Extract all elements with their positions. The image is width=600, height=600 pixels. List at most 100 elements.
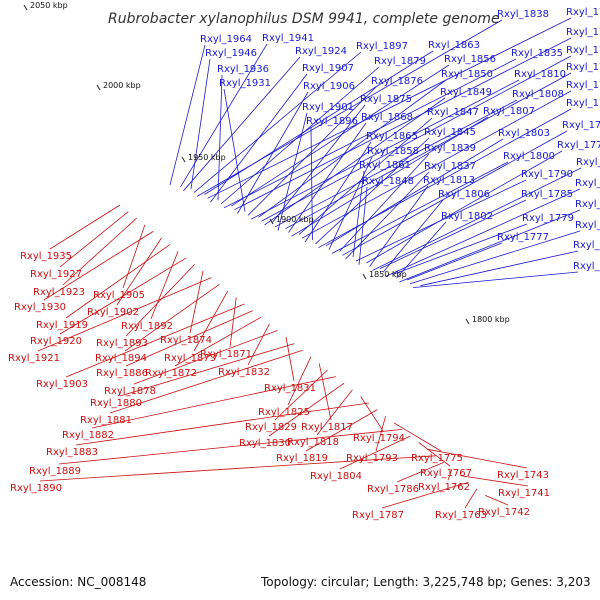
gene-label-reverse: Rxyl_1892 (121, 321, 173, 332)
gene-label-forward: Rxyl_1931 (219, 78, 271, 89)
label-connector (375, 416, 386, 452)
kbp-tick-mark (269, 218, 274, 225)
label-connector (396, 462, 444, 483)
gene-label-forward: Rxyl_1780 (566, 98, 600, 109)
gene-label-reverse: Rxyl_1831 (264, 383, 316, 394)
label-connector (247, 86, 377, 216)
label-connector (217, 74, 223, 201)
gene-label-reverse: Rxyl_1893 (96, 338, 148, 349)
label-connector (183, 56, 301, 191)
gene-label-forward: Rxyl_1946 (205, 48, 257, 59)
topology-text: Topology: circular; Length: 3,225,748 bp… (260, 575, 591, 589)
kbp-tick-mark (23, 4, 28, 11)
gene-label-forward: Rxyl_1858 (367, 146, 419, 157)
label-connector (133, 330, 278, 385)
label-connector (65, 244, 171, 319)
gene-label-reverse: Rxyl_1880 (90, 398, 142, 409)
gene-label-reverse: Rxyl_1832 (218, 367, 270, 378)
gene-label-reverse: Rxyl_1762 (418, 482, 470, 493)
label-connector (366, 150, 563, 264)
gene-label-forward: Rxyl_1778 (562, 120, 600, 131)
gene-label-reverse: Rxyl_1825 (258, 407, 310, 418)
gene-label-forward: Rxyl_1847 (427, 107, 479, 118)
gene-label-forward: Rxyl_1806 (438, 189, 490, 200)
label-connector (37, 277, 212, 352)
gene-label-forward: Rxyl_1861 (359, 160, 411, 171)
gene-label-forward: Rxyl_1897 (356, 41, 408, 52)
label-connector (264, 97, 446, 226)
kbp-tick-label: 1850 kbp (369, 270, 407, 279)
gene-label-reverse: Rxyl_1830 (239, 438, 291, 449)
gene-label-forward: Rxyl_1837 (424, 161, 476, 172)
kbp-tick-mark (465, 318, 470, 325)
gene-label-forward: Rxyl_1907 (302, 63, 354, 74)
gene-label-reverse: Rxyl_1905 (93, 290, 145, 301)
label-connector (447, 468, 453, 481)
label-connector (396, 221, 447, 279)
label-connector (75, 402, 370, 446)
label-connector (409, 230, 581, 285)
gene-label-forward: Rxyl_1813 (423, 175, 475, 186)
label-connector (125, 264, 195, 337)
gene-label-reverse: Rxyl_1881 (80, 415, 132, 426)
label-connector (193, 51, 362, 193)
label-connector (39, 455, 436, 482)
gene-label-forward: Rxyl_1758 (575, 178, 600, 189)
label-connector (237, 91, 309, 214)
gene-label-forward: Rxyl_1849 (440, 87, 492, 98)
label-connector (305, 409, 378, 452)
label-connector-lines (37, 17, 582, 509)
label-connector (190, 58, 211, 189)
label-connector (464, 488, 478, 509)
gene-label-forward: Rxyl_1875 (360, 94, 412, 105)
gene-label-reverse: Rxyl_1894 (95, 353, 147, 364)
label-connector (196, 19, 503, 197)
label-connector (109, 349, 303, 414)
gene-label-reverse: Rxyl_1818 (287, 437, 339, 448)
label-connector (318, 108, 572, 249)
label-connector (379, 199, 527, 269)
label-connector (223, 88, 246, 212)
label-connector (258, 79, 447, 218)
gene-label-forward: Rxyl_1800 (503, 151, 555, 162)
label-connector (43, 231, 154, 301)
gene-label-forward: Rxyl_1838 (497, 9, 549, 20)
label-connector (150, 251, 179, 320)
gene-label-forward: Rxyl_1745 (573, 240, 600, 251)
label-connector (58, 429, 403, 465)
kbp-tick-mark (181, 156, 186, 163)
gene-label-forward: Rxyl_1803 (498, 128, 550, 139)
label-connector (207, 17, 572, 199)
gene-label-reverse: Rxyl_1886 (96, 368, 148, 379)
gene-label-reverse: Rxyl_1919 (36, 320, 88, 331)
label-connector (210, 73, 308, 203)
map-title: Rubrobacter xylanophilus DSM 9941, compl… (108, 11, 500, 27)
label-connector (298, 117, 433, 235)
gene-label-forward: Rxyl_1924 (295, 46, 347, 57)
label-connector (406, 242, 503, 281)
label-connector (250, 79, 520, 220)
label-connector (274, 99, 518, 228)
kbp-tick-label: 2050 kbp (30, 1, 68, 10)
label-connector (125, 310, 253, 367)
gene-label-reverse: Rxyl_1787 (352, 510, 404, 521)
gene-label-forward: Rxyl_1856 (444, 54, 496, 65)
gene-label-forward: Rxyl_1835 (511, 48, 563, 59)
kbp-ticks: 2050 kbp 2000 kbp 1950 kbp 1900 kbp 1850 kbp… (23, 1, 510, 325)
label-connector (189, 270, 204, 334)
label-connector (285, 72, 572, 230)
label-connector (393, 422, 442, 452)
label-connector (261, 55, 572, 222)
gene-label-forward: Rxyl_1802 (441, 211, 493, 222)
gene-label-forward: Rxyl_1791 (566, 45, 600, 56)
gene-label-reverse: Rxyl_1743 (497, 470, 549, 481)
gene-label-reverse: Rxyl_1889 (29, 466, 81, 477)
gene-label-forward: Rxyl_1941 (262, 33, 314, 44)
gene-label-forward: Rxyl_1761 (576, 157, 600, 168)
label-connector (231, 64, 450, 207)
gene-label-reverse: Rxyl_1882 (62, 430, 114, 441)
accession-text: Accession: NC_008148 (10, 575, 146, 589)
gene-label-forward: Rxyl_1845 (424, 127, 476, 138)
label-connector (420, 250, 579, 287)
